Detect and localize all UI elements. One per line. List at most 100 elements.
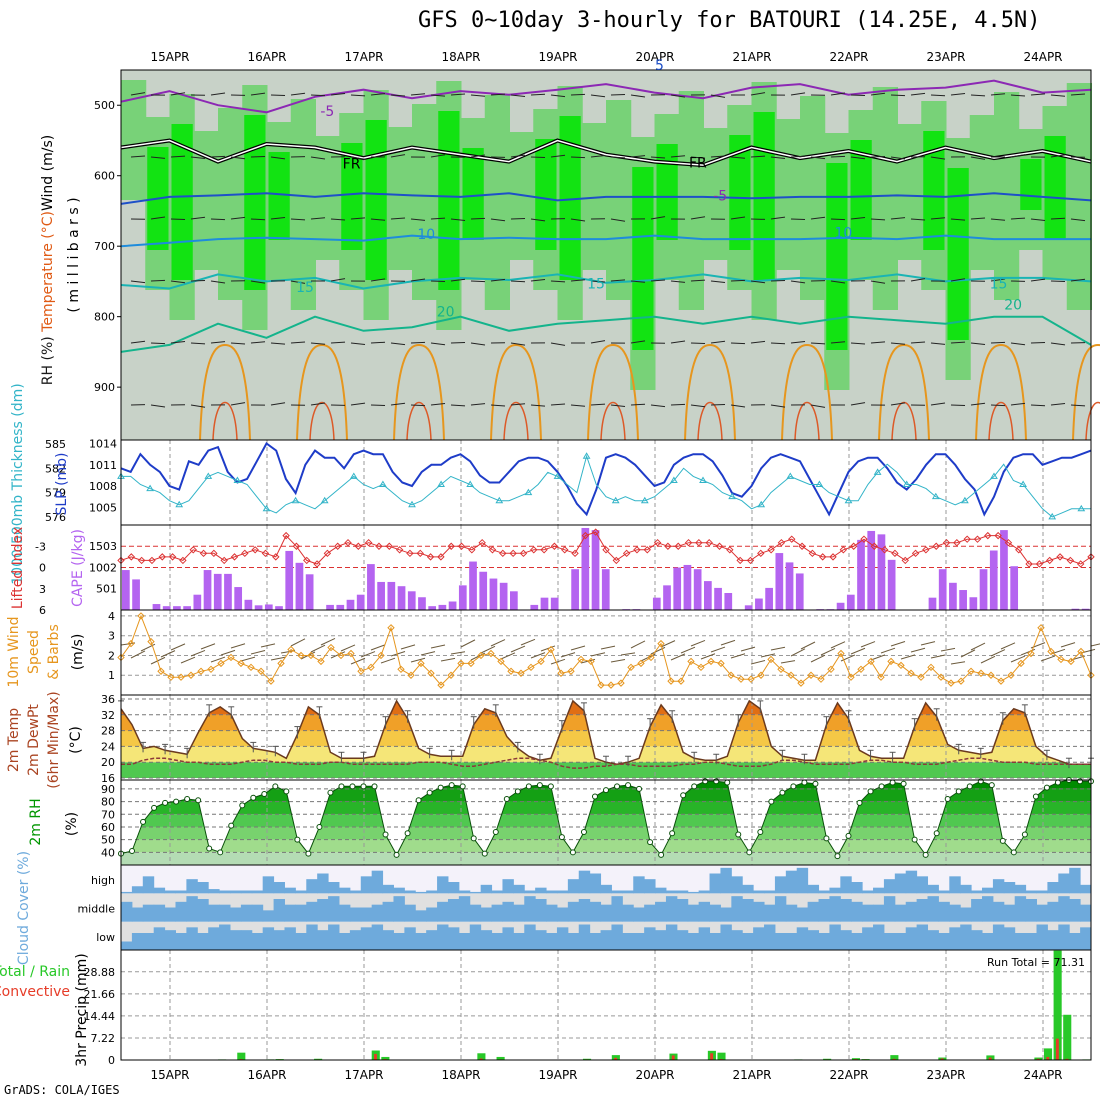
rh2m-marker — [217, 849, 224, 856]
cape-bar — [673, 567, 682, 610]
wind-barb — [970, 217, 986, 220]
contour-label-7: 15 — [296, 280, 314, 296]
wind10-barb — [760, 653, 776, 658]
cloud-cell-low — [458, 933, 471, 950]
precip-total-bar — [851, 1058, 861, 1060]
cape-bar — [285, 550, 294, 610]
cape-bar — [254, 605, 263, 610]
wind-barb — [630, 403, 646, 406]
cloud-cell-middle — [1069, 899, 1081, 922]
cloud-cell-low — [317, 930, 329, 950]
wind-barb — [810, 404, 826, 408]
rh-band-mid — [703, 128, 729, 260]
wind-barb — [770, 216, 786, 220]
wind-barb — [150, 156, 166, 159]
cape-bar — [418, 597, 426, 610]
date-label-bottom-0: 15APR — [150, 1068, 189, 1082]
cloud-cell-middle — [360, 907, 373, 922]
wind10-marker — [457, 659, 465, 668]
wind10-barb — [210, 656, 226, 663]
lifted-index-marker — [519, 549, 528, 558]
rh2m-marker — [889, 779, 896, 786]
wind10-marker — [167, 673, 175, 681]
precip-conv-bar — [710, 1053, 714, 1060]
wind-barb — [910, 218, 926, 221]
precip-total-bar — [477, 1053, 486, 1060]
wind-barb — [730, 404, 746, 408]
cloud-cell-low — [426, 930, 438, 950]
slp-tick-0: 1005 — [89, 501, 117, 514]
cloud-cell-middle — [535, 899, 547, 922]
wind10-marker — [507, 667, 515, 675]
wind10-barb — [570, 645, 586, 651]
date-label-bottom-2: 17APR — [344, 1068, 383, 1082]
cape-bar — [224, 573, 232, 610]
wind10-barb — [230, 643, 246, 649]
lifted-index-marker — [994, 531, 1002, 540]
cloud-cell-low — [600, 930, 612, 950]
rh2m-marker — [470, 835, 477, 842]
cloud-cell-low — [873, 924, 885, 950]
rh-band-mid — [315, 136, 341, 260]
wind-barb — [230, 342, 246, 345]
thickness-tick-0: 576 — [45, 511, 66, 524]
rh-label: RH (%) — [40, 332, 56, 385]
lifted-index-marker — [1035, 560, 1044, 568]
wind10-marker — [497, 657, 505, 666]
rh-band-high — [438, 111, 460, 290]
thickness-marker — [437, 480, 445, 488]
lifted-index-marker — [509, 549, 517, 558]
wind-barb — [930, 342, 946, 345]
wind-barb — [1050, 217, 1066, 220]
lifted-index-marker — [251, 546, 259, 554]
wind-barb — [370, 93, 386, 96]
wind-barb — [150, 342, 166, 345]
cloud-cell-middle — [524, 896, 536, 922]
cape-bar — [336, 604, 345, 610]
date-label-top-4: 19APR — [538, 50, 577, 64]
precip-conv-bar — [614, 1057, 618, 1060]
cloud-cell-middle — [687, 904, 700, 922]
rh2m-marker — [603, 787, 609, 794]
cloud-cell-middle — [818, 899, 830, 922]
wind10-barb — [290, 638, 306, 647]
wind10-barb — [190, 649, 206, 657]
wind10-barb — [510, 645, 526, 653]
cloud-cell-low — [840, 930, 852, 950]
thickness-marker — [233, 476, 242, 483]
rh2m-marker — [658, 851, 665, 858]
wind-barb — [790, 341, 806, 344]
wind10-marker — [547, 645, 555, 654]
rh-band-high — [753, 112, 775, 280]
wind-barb — [250, 155, 266, 158]
wind10-marker — [267, 677, 275, 685]
cloud-cell-middle — [208, 904, 220, 922]
thermal-plume-contour-inner — [794, 402, 820, 441]
wind10-marker — [997, 677, 1005, 685]
wind10-marker — [887, 657, 895, 666]
wind10-barb — [830, 641, 846, 649]
cloud-cell-low — [240, 930, 253, 950]
lifted-index-marker — [973, 535, 982, 543]
cape-bar — [387, 581, 396, 610]
wind-barb — [990, 404, 1006, 407]
cloud-cell-high — [1003, 882, 1016, 894]
wind-barb — [490, 278, 506, 282]
lifted-index-line — [120, 531, 1092, 565]
cloud-cell-high — [295, 890, 307, 894]
cape-bar — [162, 606, 171, 610]
cloud-cell-low — [360, 927, 373, 950]
lifted-index-marker — [158, 553, 166, 561]
thickness-marker — [902, 480, 911, 488]
wind-barb — [850, 156, 866, 160]
cloud-cell-low — [764, 924, 776, 950]
rh2m-marker — [305, 850, 312, 857]
isotherm-5 — [120, 192, 1092, 205]
thermal-plume-contour — [587, 343, 639, 441]
cape-bar — [938, 569, 947, 610]
rh2m-marker — [481, 850, 488, 857]
rh2m-marker — [966, 783, 973, 790]
isotherm-fr-inner — [120, 139, 1092, 166]
rh2m-marker — [239, 802, 246, 809]
wind10-marker — [367, 663, 375, 672]
